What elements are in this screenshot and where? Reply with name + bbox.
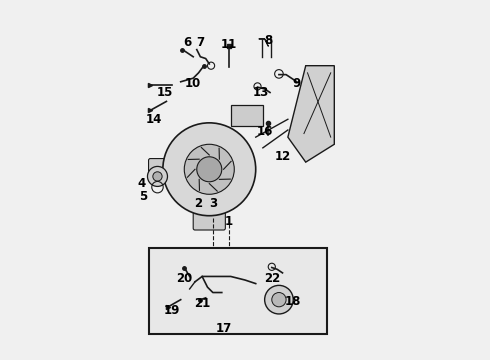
- Text: 19: 19: [164, 304, 180, 317]
- Text: 17: 17: [216, 322, 232, 335]
- Bar: [231, 105, 263, 126]
- Text: 15: 15: [156, 86, 173, 99]
- Text: 22: 22: [264, 272, 280, 285]
- Circle shape: [197, 157, 222, 182]
- Text: 12: 12: [274, 150, 291, 163]
- Text: 9: 9: [293, 77, 301, 90]
- Text: 1: 1: [225, 215, 233, 228]
- Circle shape: [163, 123, 256, 216]
- Text: 21: 21: [194, 297, 210, 310]
- Circle shape: [272, 293, 286, 307]
- Text: 20: 20: [176, 272, 193, 285]
- Text: 6: 6: [184, 36, 192, 49]
- Circle shape: [265, 285, 293, 314]
- Text: 13: 13: [253, 86, 269, 99]
- Text: 14: 14: [146, 113, 162, 126]
- Text: 3: 3: [209, 197, 217, 210]
- Text: 8: 8: [264, 34, 272, 47]
- Text: 11: 11: [221, 38, 237, 51]
- Circle shape: [153, 172, 162, 181]
- Text: 7: 7: [196, 36, 204, 49]
- Circle shape: [147, 166, 168, 186]
- Bar: [148, 248, 327, 334]
- FancyBboxPatch shape: [193, 212, 225, 230]
- Circle shape: [184, 144, 234, 194]
- Polygon shape: [288, 66, 334, 162]
- Text: 18: 18: [285, 295, 301, 308]
- Text: 10: 10: [185, 77, 201, 90]
- Text: 5: 5: [139, 190, 147, 203]
- Text: 4: 4: [137, 177, 146, 190]
- Text: 16: 16: [256, 125, 273, 138]
- FancyBboxPatch shape: [148, 158, 167, 180]
- Text: 2: 2: [195, 197, 203, 210]
